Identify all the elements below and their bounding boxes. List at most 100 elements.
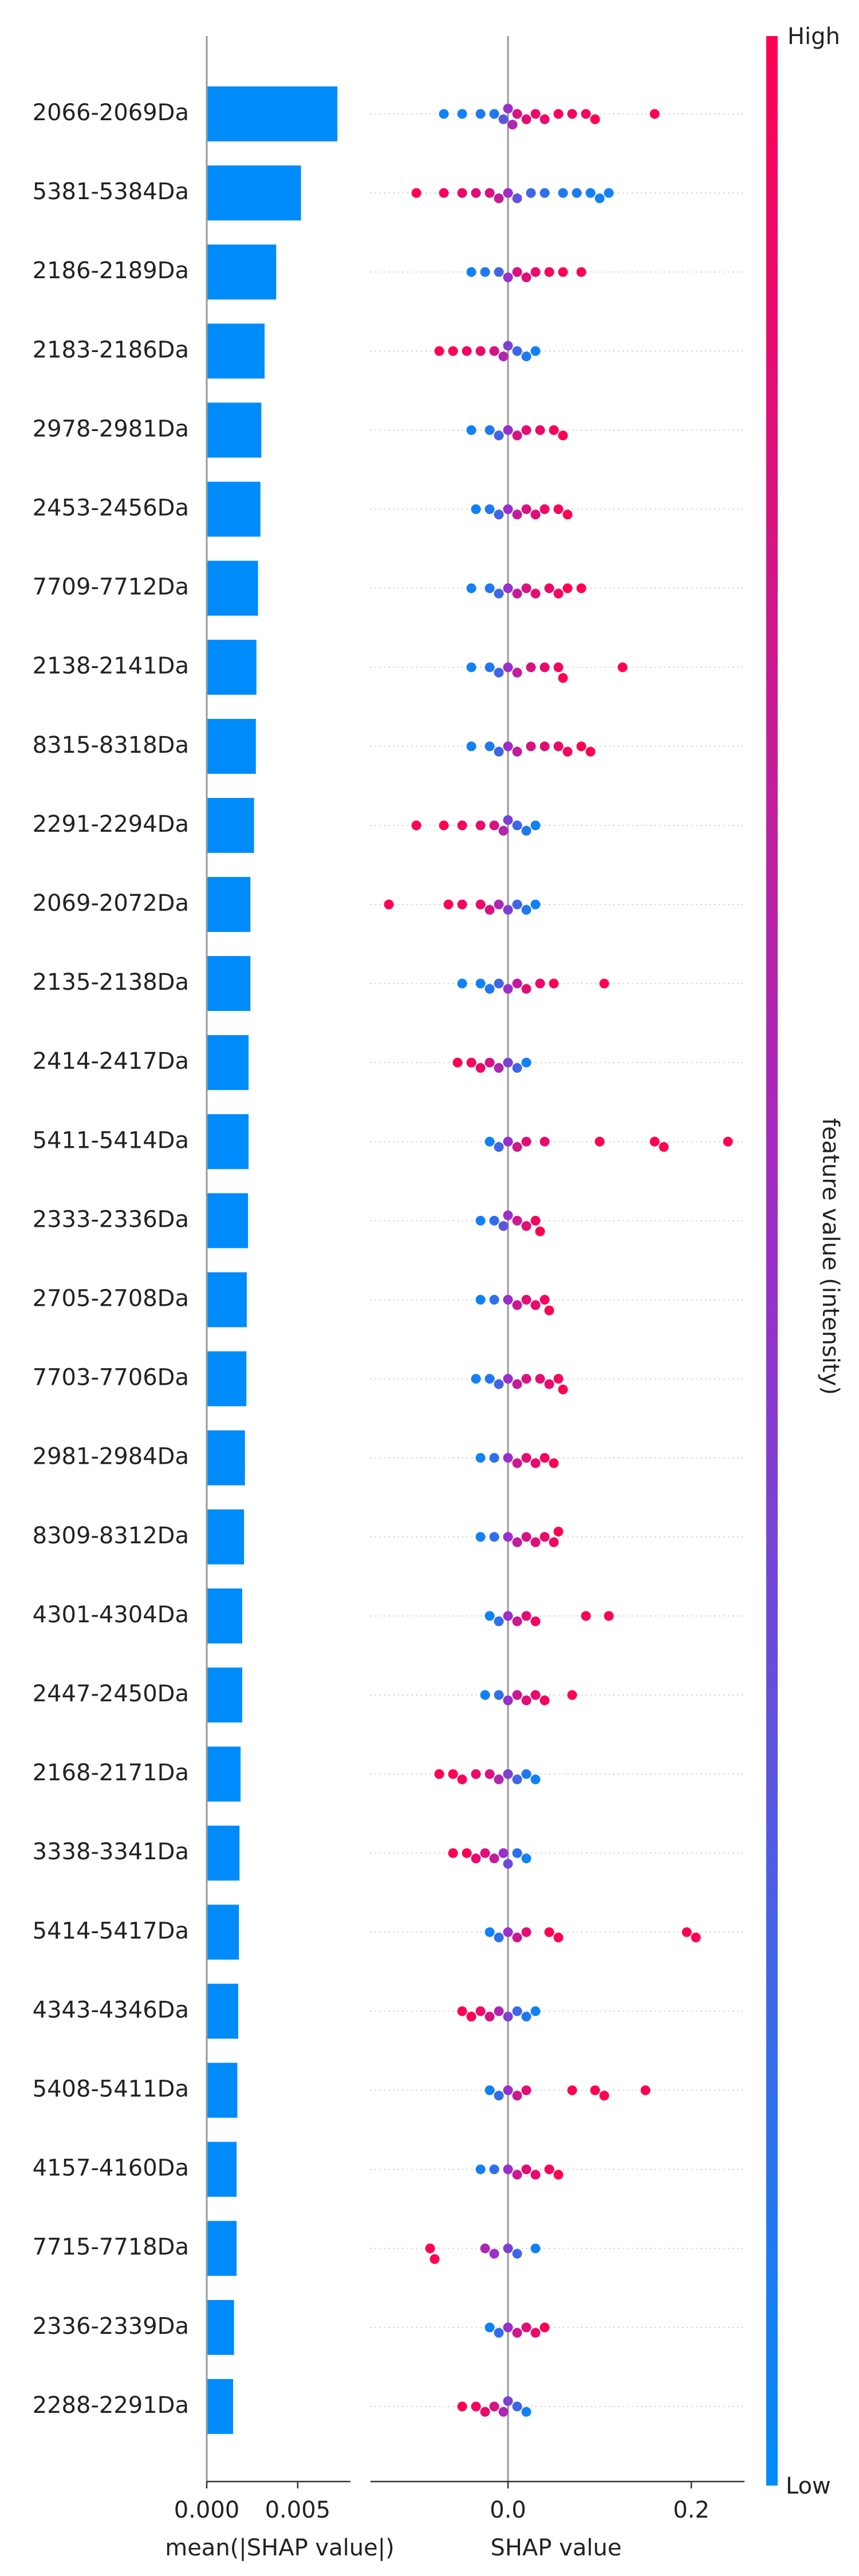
dot: [466, 662, 476, 673]
dot: [539, 188, 550, 198]
dot: [484, 2322, 495, 2333]
dot: [562, 509, 573, 520]
dot: [521, 1374, 531, 1384]
bar: [207, 323, 265, 379]
dot: [503, 2085, 513, 2095]
category-label: 7703-7706Da: [33, 1365, 189, 1391]
dot: [512, 588, 522, 599]
dot: [503, 983, 513, 994]
dot: [503, 1859, 513, 1869]
dot: [530, 1458, 541, 1468]
category-label: 3338-3341Da: [33, 1839, 189, 1865]
dot: [585, 746, 596, 757]
dot: [590, 114, 600, 124]
category-label: 7715-7718Da: [33, 2234, 189, 2261]
dot: [512, 2091, 522, 2101]
dot: [521, 1057, 531, 1068]
dot: [489, 1215, 499, 1226]
dot: [503, 1927, 513, 1937]
dot: [549, 978, 559, 989]
dot: [471, 1769, 481, 1779]
category-label: 2291-2294Da: [33, 811, 189, 837]
dot: [649, 109, 660, 119]
dot: [471, 1374, 481, 1384]
category-label: 2186-2189Da: [33, 258, 189, 284]
dot: [512, 2401, 522, 2412]
dot: [503, 583, 513, 594]
dot: [484, 583, 495, 594]
dot: [553, 504, 564, 514]
dot: [489, 1532, 499, 1542]
dot: [484, 425, 495, 435]
dot: [549, 425, 559, 435]
dot: [503, 1532, 513, 1542]
dot: [489, 346, 499, 356]
dot: [539, 662, 550, 673]
dot: [530, 899, 541, 910]
dot: [512, 1774, 522, 1784]
dot: [489, 2401, 499, 2412]
dot: [553, 741, 564, 752]
dot: [594, 193, 605, 203]
dot: [530, 509, 541, 520]
bar: [207, 1509, 245, 1564]
dot: [462, 346, 472, 356]
dot: [503, 1611, 513, 1621]
dot: [512, 667, 522, 678]
dot: [530, 2006, 541, 2016]
dot: [475, 1215, 486, 1226]
dot: [457, 188, 467, 198]
dot: [521, 1221, 531, 1231]
dot: [530, 1300, 541, 1310]
dot: [503, 662, 513, 673]
dot: [489, 820, 499, 831]
dot: [480, 267, 490, 277]
dot: [558, 430, 568, 441]
dot: [530, 1774, 541, 1784]
bar: [207, 1114, 249, 1170]
category-label: 2414-2417Da: [33, 1048, 189, 1074]
dot: [512, 1616, 522, 1626]
bar: [207, 1905, 239, 1960]
dot: [544, 1927, 554, 1937]
dot: [535, 1226, 545, 1236]
bar: [207, 956, 251, 1012]
bar: [207, 1351, 247, 1406]
dot: [572, 188, 582, 198]
dot: [530, 588, 541, 599]
dot: [484, 1057, 495, 1068]
dot: [530, 267, 541, 277]
category-label: 4157-4160Da: [33, 2155, 189, 2182]
dot: [494, 746, 504, 757]
dot: [457, 820, 467, 831]
dot: [530, 109, 541, 119]
category-label: 2138-2141Da: [33, 653, 189, 679]
dot: [494, 267, 504, 277]
category-label: 8315-8318Da: [33, 732, 189, 758]
dot: [539, 1295, 550, 1305]
dot: [530, 2328, 541, 2338]
dot: [691, 1933, 701, 1943]
dot: [457, 109, 467, 119]
dot: [512, 1458, 522, 1468]
dot: [503, 904, 513, 915]
dot: [448, 1848, 458, 1858]
dot: [521, 425, 531, 435]
dot: [452, 1057, 463, 1068]
dot: [512, 1063, 522, 1073]
dot: [549, 1458, 559, 1468]
dot: [562, 583, 573, 594]
category-label: 2705-2708Da: [33, 1286, 189, 1312]
dot: [535, 1374, 545, 1384]
dot: [553, 109, 564, 119]
dot: [521, 1769, 531, 1779]
dot: [503, 2243, 513, 2254]
dot: [466, 741, 476, 752]
dot: [480, 1848, 490, 1858]
dot: [553, 2170, 564, 2180]
dot: [581, 1611, 591, 1621]
dot: [439, 820, 449, 831]
dot: [512, 1690, 522, 1700]
dot: [498, 1848, 509, 1858]
dot: [448, 1769, 458, 1779]
